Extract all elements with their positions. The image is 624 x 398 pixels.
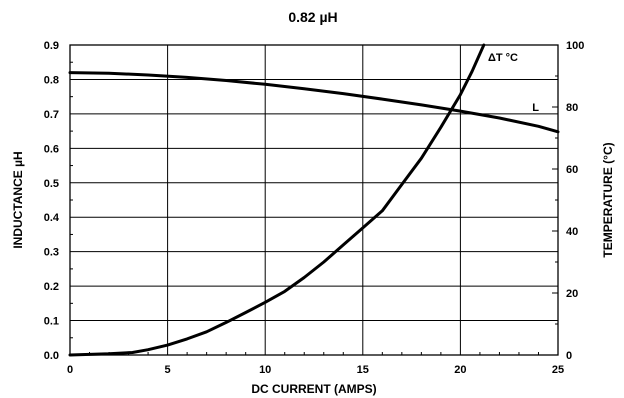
x-tick-label: 20 [454,364,466,376]
chart-title: 0.82 µH [288,9,337,25]
x-tick-label: 25 [552,364,564,376]
series-label-inductance: L [532,102,539,114]
y-left-tick-label: 0.1 [44,316,59,328]
y-right-tick-label: 60 [566,164,578,176]
series-layer [68,43,560,357]
series-label-temperature: ΔT °C [488,52,518,64]
x-tick-label: 0 [67,364,73,376]
y-left-tick-label: 0.3 [44,247,59,259]
y-left-tick-label: 0.9 [44,40,59,52]
series-labels: L ΔT °C [488,52,539,114]
plot-frame [69,44,559,356]
y-left-tick-label: 0.8 [44,74,59,86]
x-tick-label: 15 [357,364,369,376]
y-right-tick-label: 20 [566,288,578,300]
series-inductance-line [68,71,560,134]
y-axis-label-left: INDUCTANCE µH [11,151,25,248]
x-tick-label: 5 [165,364,171,376]
y-right-tick-label: 40 [566,226,578,238]
grid [70,45,558,355]
x-axis-label: DC CURRENT (AMPS) [251,382,376,396]
y-left-tick-label: 0.2 [44,281,59,293]
x-tick-label: 10 [259,364,271,376]
y-right-tick-label: 100 [566,40,584,52]
y-left-tick-label: 0.6 [44,143,59,155]
y-right-tick-label: 80 [566,102,578,114]
y-left-tick-label: 0.5 [44,178,59,190]
y-right-tick-label: 0 [566,350,572,362]
y-left-tick-label: 0.4 [44,212,60,224]
y-left-tick-label: 0.7 [44,109,59,121]
axis-ticks: 0 5 10 15 20 25 0.0 0.1 0.2 0.3 0.4 0.5 0.6 0.7 0.8 0.9… [44,40,585,376]
y-left-tick-label: 0.0 [44,350,59,362]
series-temperature-line [68,43,486,357]
y-axis-label-right: TEMPERATURE (°C) [601,142,615,257]
